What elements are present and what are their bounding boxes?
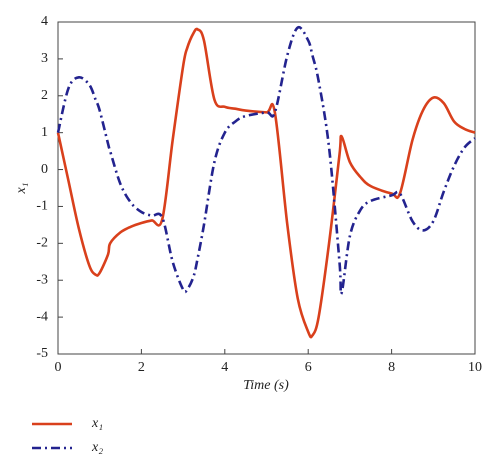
- y-tick-label: -1: [36, 199, 48, 214]
- legend-label: x₁: [91, 416, 103, 431]
- x-tick-label: 0: [55, 360, 62, 375]
- x-tick-label: 6: [305, 360, 312, 375]
- y-tick-label: -5: [36, 346, 48, 361]
- x-tick-label: 8: [388, 360, 395, 375]
- y-axis-label: x₁: [14, 182, 29, 194]
- y-tick-label: 3: [41, 51, 48, 66]
- x-tick-label: 10: [468, 360, 482, 375]
- x-tick-label: 4: [221, 360, 228, 375]
- y-tick-label: 0: [41, 162, 48, 177]
- y-tick-label: 4: [41, 14, 48, 29]
- y-tick-label: -2: [36, 236, 48, 251]
- x-axis-label: Time (s): [243, 378, 289, 393]
- y-tick-label: -3: [36, 272, 48, 287]
- y-tick-label: -4: [36, 309, 48, 324]
- x-tick-label: 2: [138, 360, 145, 375]
- data-line: [56, 25, 476, 296]
- y-tick-label: 1: [41, 125, 48, 140]
- plot-frame: [57, 21, 476, 355]
- data-line: [56, 27, 476, 339]
- y-tick-label: 2: [41, 88, 48, 103]
- legend-label: x₂: [91, 440, 103, 455]
